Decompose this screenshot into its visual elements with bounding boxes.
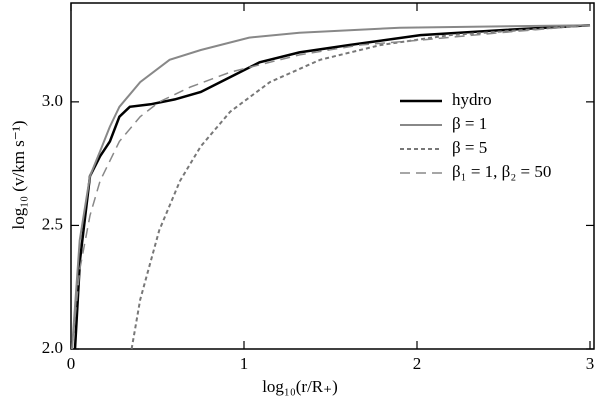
x-tick-label: 1 bbox=[240, 354, 249, 373]
x-tick-label: 2 bbox=[413, 354, 422, 373]
series-line bbox=[71, 24, 591, 350]
x-axis-label: log₁₀(r/R₊) bbox=[262, 377, 338, 396]
series-line bbox=[71, 24, 591, 350]
y-axis-label: log₁₀ (v/km s⁻¹) bbox=[9, 120, 28, 229]
series-line bbox=[130, 24, 591, 350]
y-tick-label: 3.0 bbox=[42, 91, 63, 110]
legend-label: β = 1 bbox=[452, 114, 487, 133]
y-tick-label: 2.0 bbox=[42, 338, 63, 357]
x-tick-label: 3 bbox=[586, 354, 595, 373]
legend-label: β = 5 bbox=[452, 138, 487, 157]
legend-label: hydro bbox=[452, 90, 492, 109]
y-tick-label: 2.5 bbox=[42, 214, 63, 233]
legend-label: β₁ = 1, β₂ = 50 bbox=[452, 162, 551, 181]
series-line bbox=[73, 23, 591, 350]
plot-frame bbox=[70, 2, 595, 350]
x-tick-label: 0 bbox=[67, 354, 76, 373]
